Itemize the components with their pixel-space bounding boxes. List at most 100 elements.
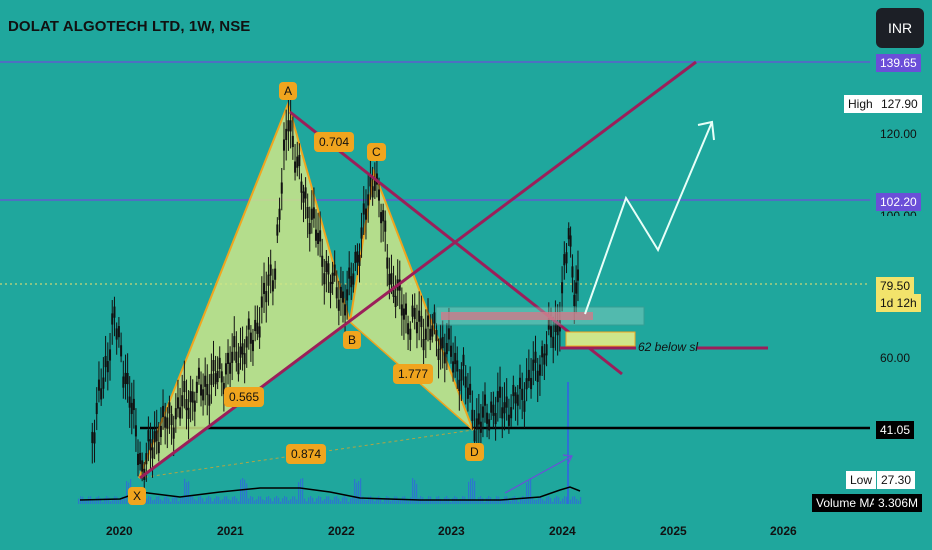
- volume-bar: [312, 497, 314, 504]
- volume-bar: [402, 496, 404, 504]
- candle-body: [197, 367, 200, 379]
- volume-bar: [184, 478, 186, 504]
- volume-bar: [434, 499, 436, 504]
- candle-body: [441, 336, 444, 349]
- volume-bar: [114, 496, 116, 504]
- volume-bar: [264, 500, 266, 504]
- x-tick-2020: 2020: [106, 524, 133, 538]
- volume-bar: [254, 500, 256, 504]
- x-tick-2024: 2024: [549, 524, 576, 538]
- volume-arrowhead: [562, 454, 573, 465]
- volume-bar: [398, 499, 400, 504]
- high-label: High: [844, 95, 877, 113]
- volume-bar: [146, 498, 148, 504]
- candle-body: [189, 391, 192, 403]
- candle-body: [394, 295, 397, 308]
- ratio-label-bcd: 1.777: [393, 364, 434, 384]
- candle-body: [191, 391, 194, 403]
- candle-body: [247, 318, 250, 330]
- volume-bar: [574, 496, 576, 504]
- volume-bar: [450, 501, 452, 504]
- candle-body: [310, 208, 313, 220]
- candle-body: [373, 179, 376, 191]
- volume-bar: [562, 498, 564, 504]
- candle-body: [278, 208, 281, 220]
- volume-bar: [380, 497, 382, 504]
- candle-body: [462, 354, 465, 366]
- volume-bar: [414, 479, 416, 504]
- volume-bar: [516, 498, 518, 504]
- volume-bar: [330, 499, 332, 504]
- candle-body: [245, 336, 248, 348]
- candle-body: [521, 388, 524, 400]
- candle-body: [109, 349, 112, 361]
- volume-bar: [518, 501, 520, 504]
- volume-bar: [508, 498, 510, 504]
- volume-bar: [558, 497, 560, 504]
- candle-body: [323, 273, 326, 285]
- candle-body: [241, 343, 244, 355]
- candle-body: [269, 264, 272, 276]
- volume-bar: [382, 501, 384, 504]
- volume-bar: [206, 497, 208, 504]
- candle-body: [538, 364, 541, 376]
- volume-bar: [302, 478, 304, 504]
- price-candles: [91, 99, 579, 495]
- candle-body: [427, 315, 430, 327]
- volume-bar: [520, 497, 522, 504]
- harmonic-xab-fill: [139, 104, 350, 478]
- candle-body: [346, 289, 349, 301]
- candle-body: [344, 304, 347, 316]
- volume-bar: [338, 498, 340, 504]
- candle-body: [443, 352, 446, 364]
- volume-bar: [326, 496, 328, 504]
- candle-body: [183, 380, 186, 393]
- candle-body: [354, 251, 357, 264]
- candle-body: [124, 372, 127, 385]
- candle-body: [137, 453, 140, 466]
- low-label: Low: [846, 471, 877, 489]
- candle-body: [424, 328, 427, 340]
- volume-bar: [366, 500, 368, 504]
- candle-body: [237, 363, 240, 375]
- candle-body: [155, 430, 158, 442]
- candle-body: [429, 328, 432, 340]
- volume-bar: [236, 498, 238, 504]
- volume-bar: [248, 498, 250, 504]
- candle-body: [358, 254, 361, 266]
- candle-body: [117, 326, 120, 338]
- candle-body: [128, 396, 131, 408]
- volume-bar: [536, 499, 538, 504]
- candle-body: [452, 361, 455, 373]
- volume-bar: [552, 501, 554, 504]
- volume-bar: [576, 499, 578, 504]
- candle-body: [516, 394, 519, 406]
- candle-body: [224, 363, 227, 375]
- candle-body: [179, 407, 182, 419]
- candle-body: [181, 395, 184, 407]
- candle-body: [212, 360, 215, 372]
- volume-bar: [512, 497, 514, 504]
- volume-bar: [258, 496, 260, 504]
- volume-bar: [540, 496, 542, 504]
- volume-bar: [288, 500, 290, 504]
- volume-bar: [566, 496, 568, 504]
- candle-body: [294, 161, 297, 173]
- candle-body: [471, 409, 474, 421]
- candle-body: [298, 154, 301, 167]
- candle-body: [456, 360, 459, 372]
- candle-body: [466, 387, 469, 399]
- volume-bar: [370, 496, 372, 504]
- volume-bar: [342, 497, 344, 504]
- volume-bar: [334, 496, 336, 504]
- currency-button[interactable]: INR: [876, 8, 924, 48]
- candle-body: [335, 287, 338, 299]
- candle-body: [220, 371, 223, 383]
- volume-bar: [212, 501, 214, 504]
- volume-bar: [432, 499, 434, 504]
- candle-body: [437, 348, 440, 361]
- volume-bar: [532, 496, 534, 504]
- candle-body: [386, 257, 389, 269]
- candle-body: [360, 227, 363, 239]
